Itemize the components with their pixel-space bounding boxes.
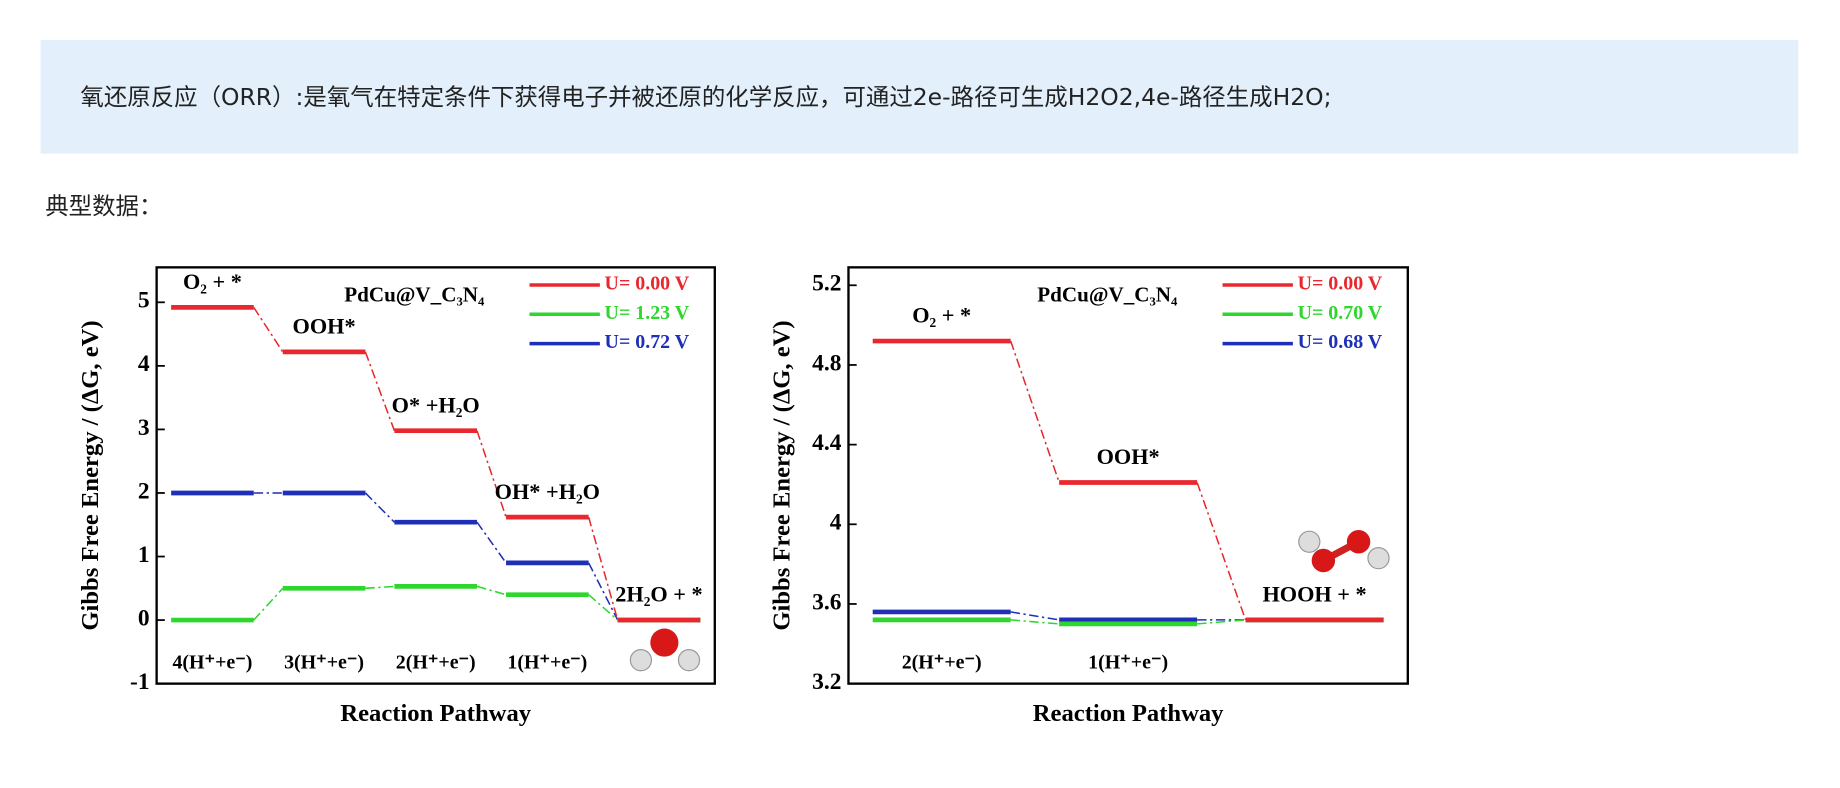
level-label: OOH*	[293, 314, 356, 339]
electron-step: 2(H⁺+e⁻)	[902, 651, 982, 673]
y-tick-label: 5.2	[812, 271, 841, 297]
y-tick-label: 3.6	[812, 589, 842, 615]
legend-label: U= 0.72 V	[605, 331, 690, 353]
legend-label: U= 1.23 V	[605, 302, 690, 324]
level-label: HOOH + *	[1262, 582, 1366, 607]
y-tick-label: 4.8	[812, 350, 841, 376]
y-tick-label: 4.4	[812, 430, 842, 456]
y-tick-label: 3	[138, 415, 150, 441]
legend-label: U= 0.68 V	[1298, 331, 1383, 353]
level-label: 2H₂O + *	[615, 582, 702, 607]
connector	[1010, 611, 1060, 621]
y-tick-label: 5	[138, 288, 150, 314]
molecule-h2o2	[1298, 530, 1390, 573]
connector	[364, 492, 395, 523]
inset-title: PdCu@V_C₃N₄	[1037, 283, 1178, 307]
electron-step: 2(H⁺+e⁻)	[396, 651, 476, 673]
y-tick-label: 0	[138, 605, 150, 631]
connector	[364, 351, 396, 431]
y-axis-label: Gibbs Free Energy / (ΔG, eV)	[77, 320, 104, 630]
connector	[1010, 619, 1060, 625]
x-axis-label: Reaction Pathway	[340, 700, 531, 727]
plot-frame	[847, 266, 1409, 685]
legend-label: U= 0.00 V	[1298, 273, 1383, 295]
electron-step: 1(H⁺+e⁻)	[507, 651, 587, 673]
connector	[253, 587, 284, 621]
x-axis-label: Reaction Pathway	[1033, 700, 1224, 727]
plot-frame	[155, 266, 716, 685]
connector	[476, 521, 507, 564]
connector	[253, 306, 284, 353]
connector	[1009, 340, 1060, 483]
connector	[1197, 619, 1246, 625]
y-axis-label: Gibbs Free Energy / (ΔG, eV)	[769, 320, 796, 630]
y-tick-label: 4	[138, 351, 150, 377]
banner-text: 氧还原反应（ORR）:是氧气在特定条件下获得电子并被还原的化学反应，可通过2e-…	[80, 83, 1331, 111]
y-tick-label: -1	[130, 669, 150, 695]
banner	[40, 39, 1799, 154]
electron-step: 1(H⁺+e⁻)	[1088, 651, 1168, 673]
level-label: OH* +H₂O	[495, 479, 600, 504]
y-tick-label: 4	[830, 510, 842, 536]
legend-label: U= 0.00 V	[605, 273, 690, 295]
connector	[1196, 482, 1247, 621]
connector	[476, 430, 507, 518]
connector	[588, 594, 619, 621]
connector	[476, 585, 507, 596]
molecule-h2o	[629, 628, 701, 672]
level-label: O₂ + *	[912, 303, 971, 328]
electron-step: 3(H⁺+e⁻)	[284, 651, 364, 673]
legend-label: U= 0.70 V	[1298, 302, 1383, 324]
level-label: O₂ + *	[183, 269, 242, 294]
inset-title: PdCu@V_C₃N₄	[344, 283, 485, 307]
level-label: O* +H₂O	[392, 392, 480, 417]
level-label: OOH*	[1097, 444, 1160, 469]
connector	[587, 562, 619, 621]
section-label: 典型数据：	[45, 192, 162, 220]
electron-step: 4(H⁺+e⁻)	[172, 651, 252, 673]
y-tick-label: 2	[138, 478, 150, 504]
connector	[365, 585, 395, 590]
y-tick-label: 3.2	[812, 669, 841, 695]
y-tick-label: 1	[138, 542, 150, 568]
connector	[587, 516, 619, 621]
